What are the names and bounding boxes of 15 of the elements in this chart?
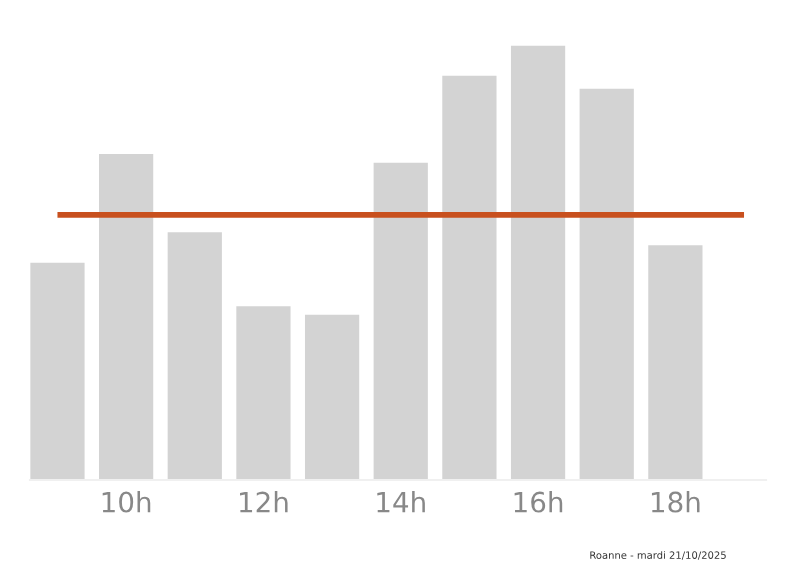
- bar: [579, 88, 634, 480]
- x-tick-label: 16h: [514, 491, 563, 513]
- x-tick-label: 14h: [377, 491, 425, 513]
- x-tick-label: 10h: [102, 491, 151, 513]
- bar: [648, 245, 703, 480]
- bar: [236, 306, 291, 480]
- x-tick-label: 18h: [651, 491, 700, 513]
- bar: [304, 314, 360, 480]
- bar: [30, 262, 85, 480]
- bar: [442, 75, 497, 480]
- bar: [510, 45, 566, 480]
- bar: [167, 232, 222, 480]
- bar: [373, 162, 428, 480]
- bar: [99, 154, 154, 480]
- x-tick-label: 12h: [240, 491, 288, 513]
